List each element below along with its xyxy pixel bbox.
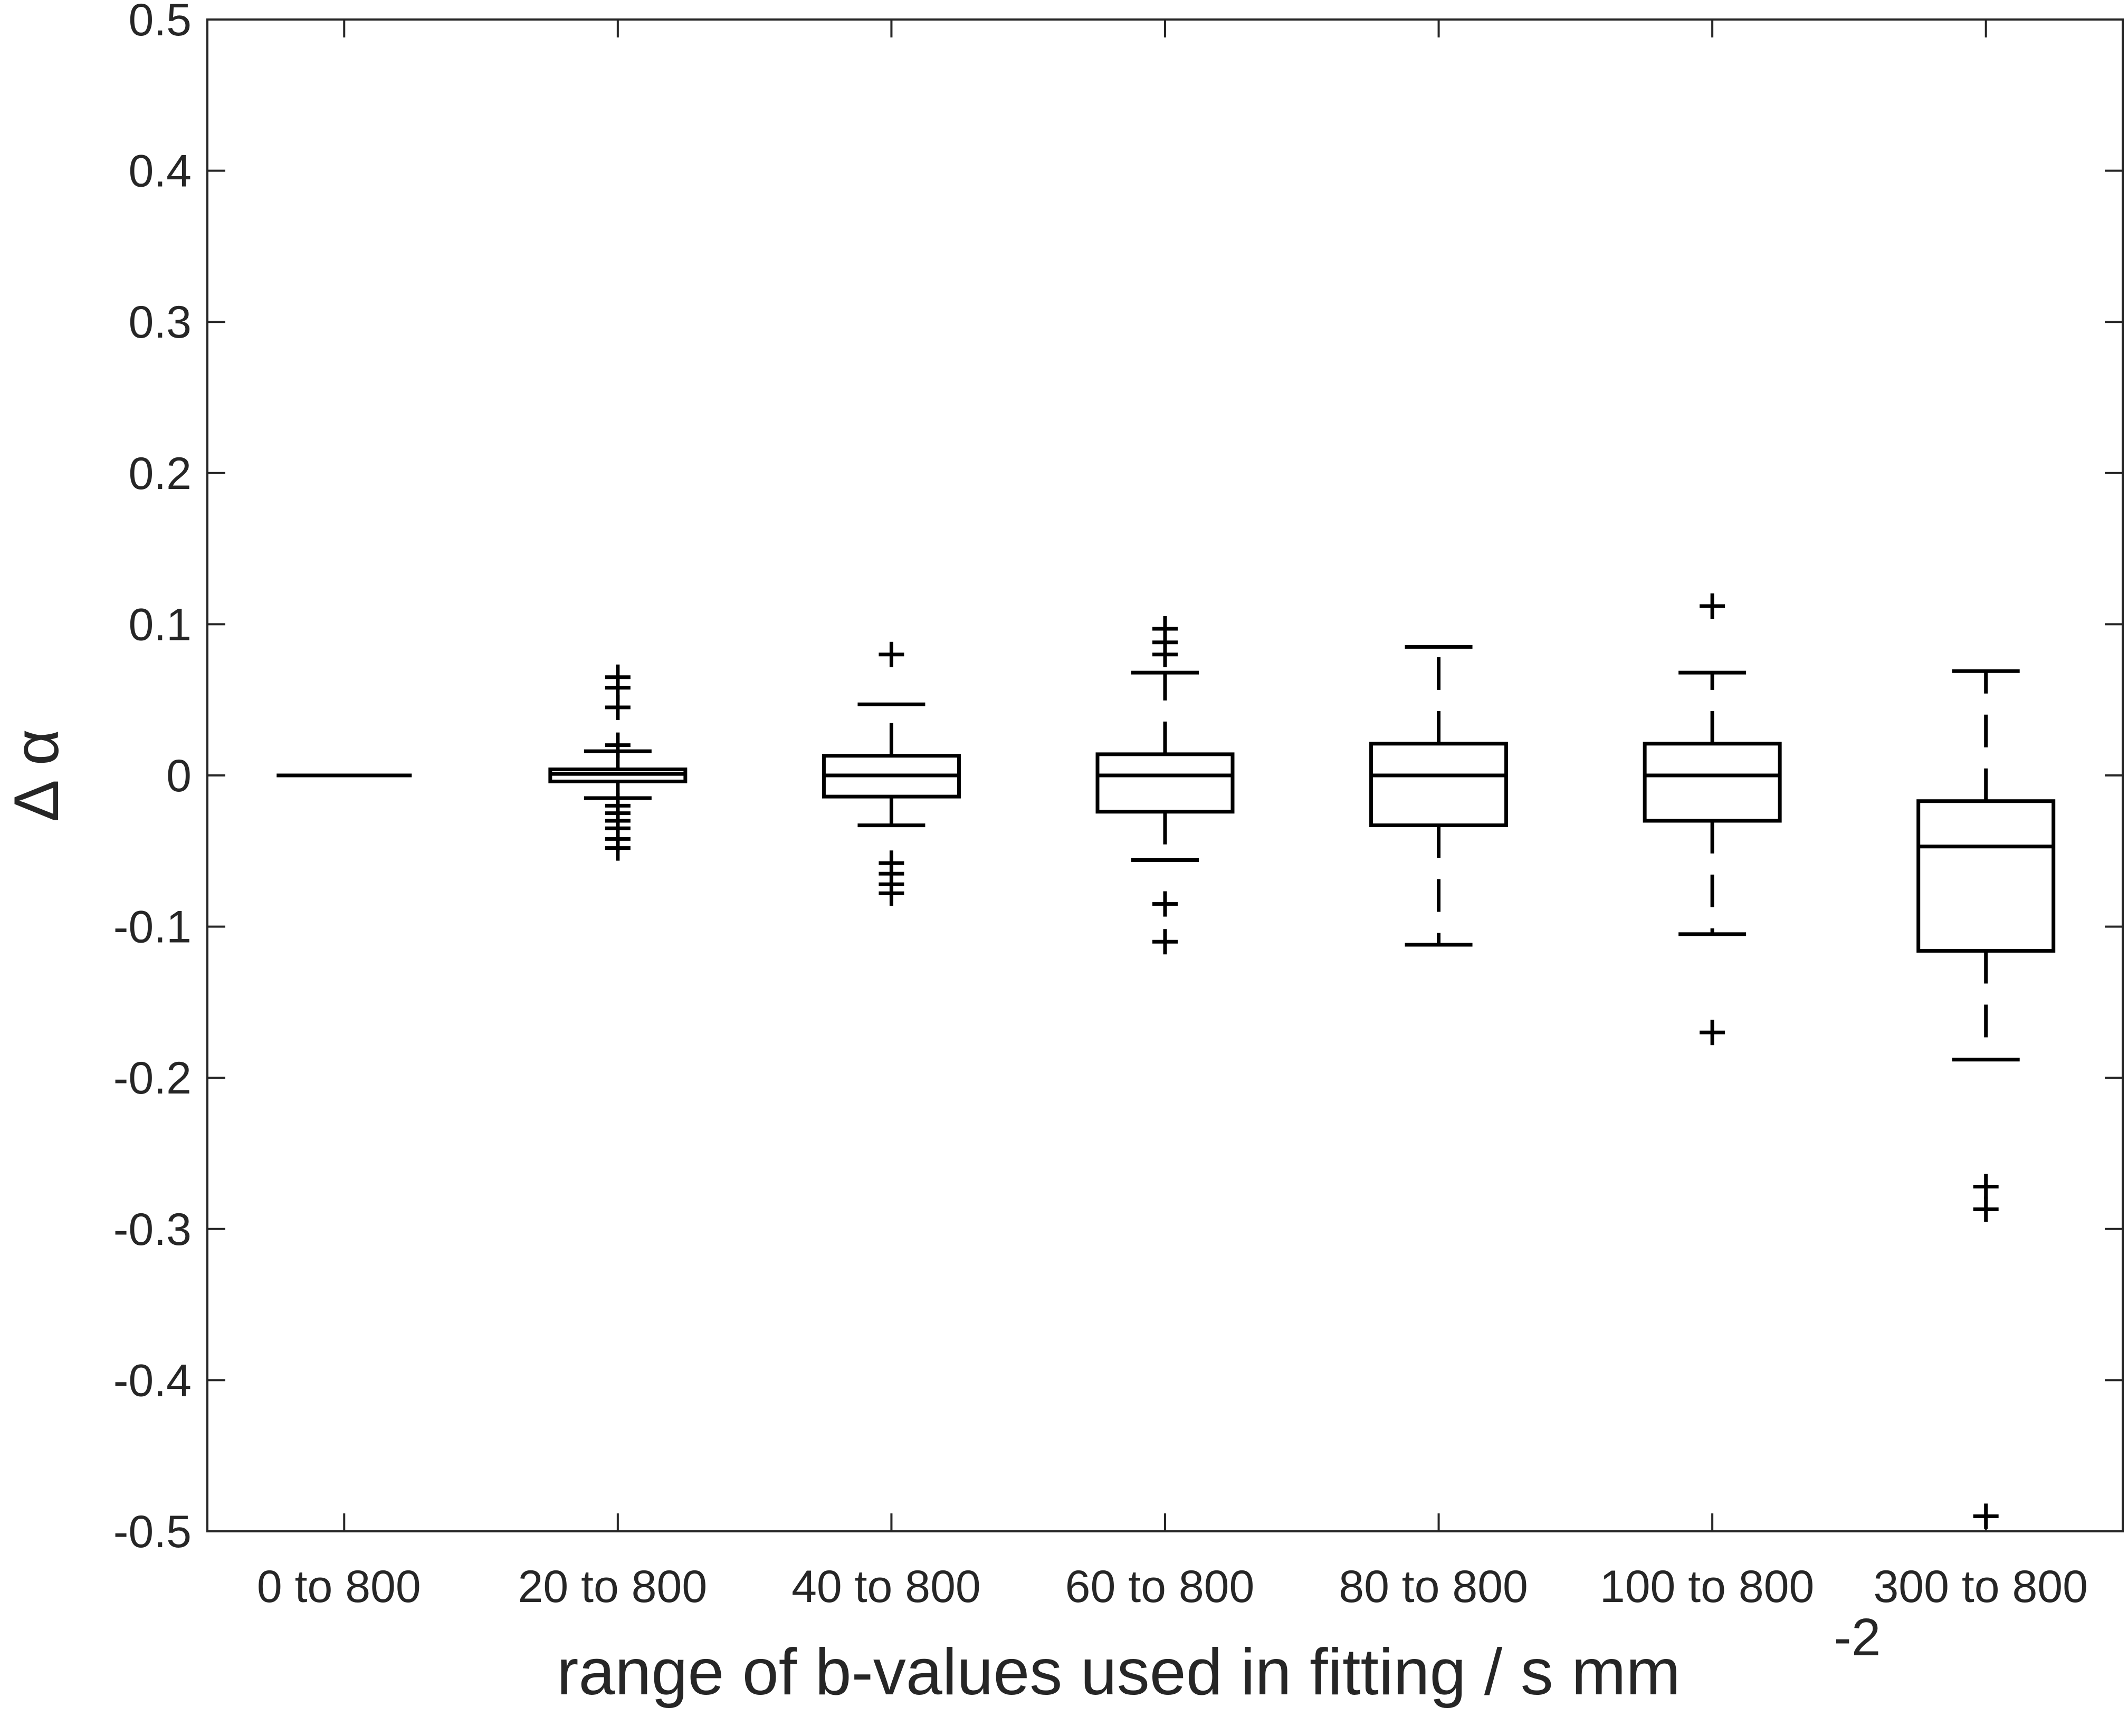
x-tick-label: 300 to 800 <box>1873 1561 2087 1612</box>
axes: 0.5 0.4 0.3 0.2 0.1 0 -0.1 -0.2 -0.3 -0.4 -0.5 0 to… <box>113 0 2124 1612</box>
y-tick-label: -0.3 <box>113 1204 192 1255</box>
outlier-marker <box>605 835 631 861</box>
outlier-marker <box>1700 593 1725 619</box>
outlier-marker <box>879 880 904 906</box>
x-tick-label: 80 to 800 <box>1339 1561 1528 1612</box>
x-tick-label: 20 to 800 <box>518 1561 708 1612</box>
outlier-marker <box>1973 1503 1999 1529</box>
box-iqr <box>1095 752 1235 814</box>
outlier-marker <box>1152 891 1178 917</box>
box-group <box>1643 593 1782 1046</box>
y-tick-label: 0.4 <box>128 146 192 197</box>
outlier-marker <box>1152 929 1178 955</box>
outlier-marker <box>1152 641 1178 667</box>
y-tick-label: -0.4 <box>113 1355 192 1406</box>
outlier-marker <box>1973 1174 1999 1200</box>
y-tick-label: -0.1 <box>113 902 192 953</box>
box-group <box>548 664 688 861</box>
box-group <box>1916 669 2056 1529</box>
axis-labels: Δ α range of b-values used in fitting / … <box>1 729 1881 1709</box>
x-tick-label: 60 to 800 <box>1065 1561 1255 1612</box>
y-tick-label: 0 <box>166 751 192 801</box>
x-axis-title-superscript: -2 <box>1834 1608 1881 1667</box>
box-iqr <box>1369 742 1509 828</box>
y-tick-label: -0.2 <box>113 1053 192 1104</box>
x-tick-label: 40 to 800 <box>791 1561 981 1612</box>
box-group <box>822 641 961 906</box>
outlier-marker <box>605 695 631 721</box>
x-tick-label: 0 to 800 <box>257 1561 421 1612</box>
y-tick-label: 0.5 <box>128 0 192 45</box>
outlier-marker <box>879 641 904 667</box>
boxes <box>276 593 2056 1529</box>
y-tick-label: 0.1 <box>128 599 192 650</box>
y-tick-label: -0.5 <box>113 1507 192 1557</box>
y-tick-label: 0.2 <box>128 448 192 499</box>
box-group <box>1095 616 1235 955</box>
box-iqr <box>1916 799 2056 953</box>
outlier-marker <box>1973 1196 1999 1222</box>
outlier-marker <box>605 732 631 758</box>
x-tick-label: 100 to 800 <box>1600 1561 1814 1612</box>
outlier-marker <box>1700 1020 1725 1046</box>
box-group <box>1369 645 1509 947</box>
box-iqr <box>1643 742 1782 823</box>
y-tick-label: 0.3 <box>128 297 192 348</box>
y-axis-title: Δ α <box>1 729 72 822</box>
x-axis-title: range of b-values used in fitting / s mm <box>557 1636 1681 1709</box>
